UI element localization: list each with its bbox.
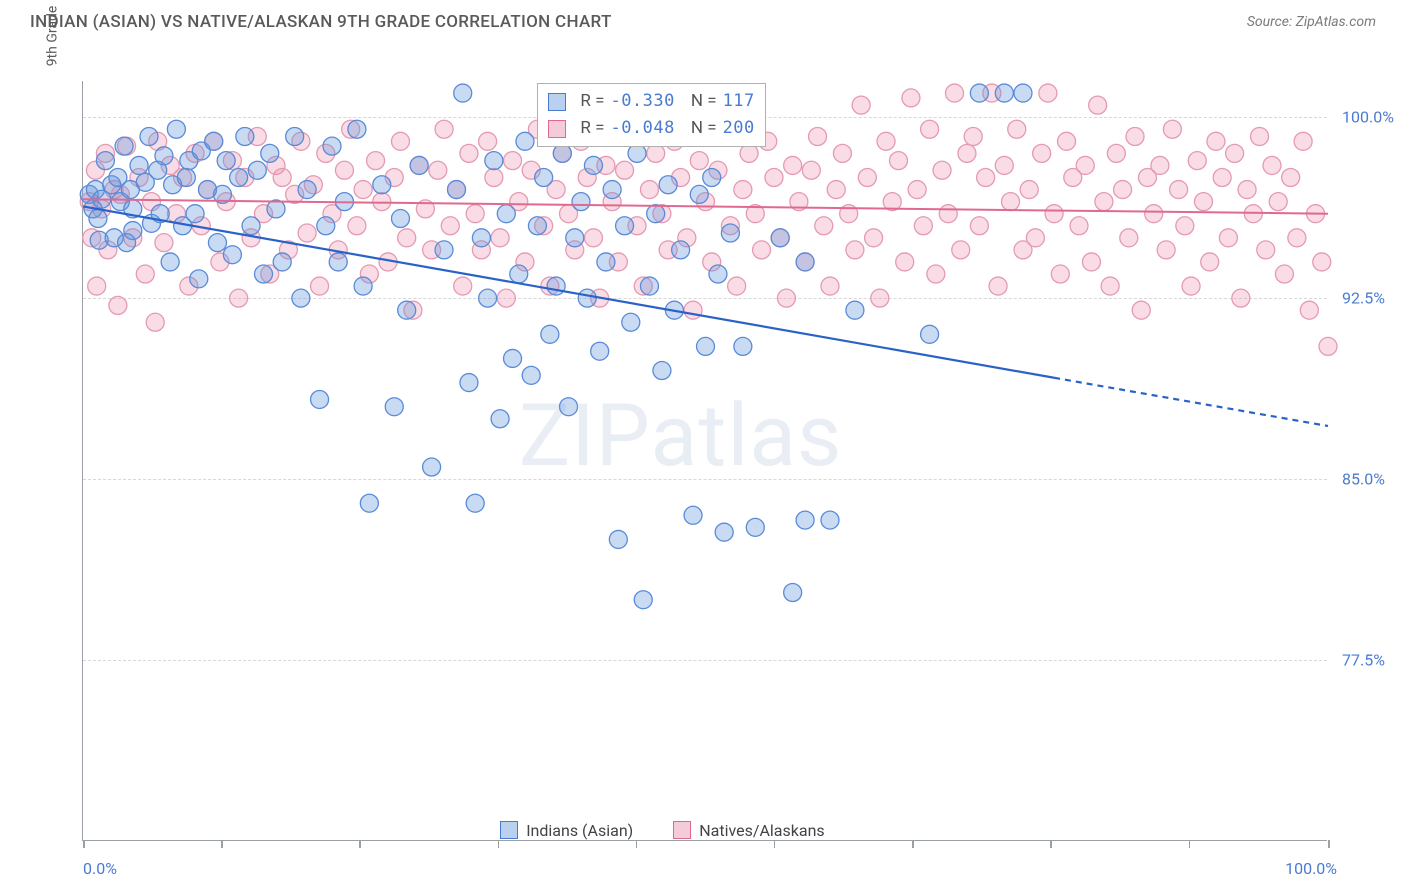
- n-label: N =: [691, 115, 717, 142]
- chart-title: INDIAN (ASIAN) VS NATIVE/ALASKAN 9TH GRA…: [30, 12, 612, 32]
- legend-swatch: [548, 120, 566, 138]
- legend-row: R =-0.048 N = 200: [548, 115, 754, 142]
- legend-row: R =-0.330 N = 117: [548, 88, 754, 115]
- r-label: R =: [580, 88, 604, 115]
- y-tick-label: 100.0%: [1328, 108, 1394, 127]
- legend-swatch: [548, 93, 566, 111]
- x-tick: [1189, 840, 1191, 848]
- x-tick: [359, 840, 361, 848]
- chart-source: Source: ZipAtlas.com: [1247, 14, 1376, 30]
- x-axis-max-label: 100.0%: [1285, 859, 1337, 878]
- x-tick: [221, 840, 223, 848]
- n-label: N =: [691, 88, 717, 115]
- n-value: 200: [723, 115, 755, 142]
- x-tick: [912, 840, 914, 848]
- correlation-legend: R =-0.330 N = 117 R =-0.048 N = 200: [537, 83, 765, 147]
- plot-area: ZIPatlas R =-0.330N = 117R =-0.048N = 20…: [82, 81, 1327, 841]
- x-axis-min-label: 0.0%: [83, 859, 117, 878]
- chart-header: INDIAN (ASIAN) VS NATIVE/ALASKAN 9TH GRA…: [0, 0, 1406, 36]
- x-tick: [1050, 840, 1052, 848]
- r-value: -0.048: [610, 115, 674, 142]
- y-axis-label: 9th Grade: [44, 6, 60, 67]
- r-value: -0.330: [610, 88, 674, 115]
- r-label: R =: [580, 115, 604, 142]
- n-value: 117: [723, 88, 755, 115]
- y-tick-label: 92.5%: [1328, 289, 1385, 308]
- x-tick: [774, 840, 776, 848]
- x-tick: [636, 840, 638, 848]
- y-tick-label: 77.5%: [1328, 651, 1385, 670]
- scatter-svg: [83, 81, 1328, 841]
- x-tick: [1328, 840, 1330, 848]
- y-tick-label: 85.0%: [1328, 470, 1385, 489]
- x-tick: [498, 840, 500, 848]
- x-tick: [83, 840, 85, 848]
